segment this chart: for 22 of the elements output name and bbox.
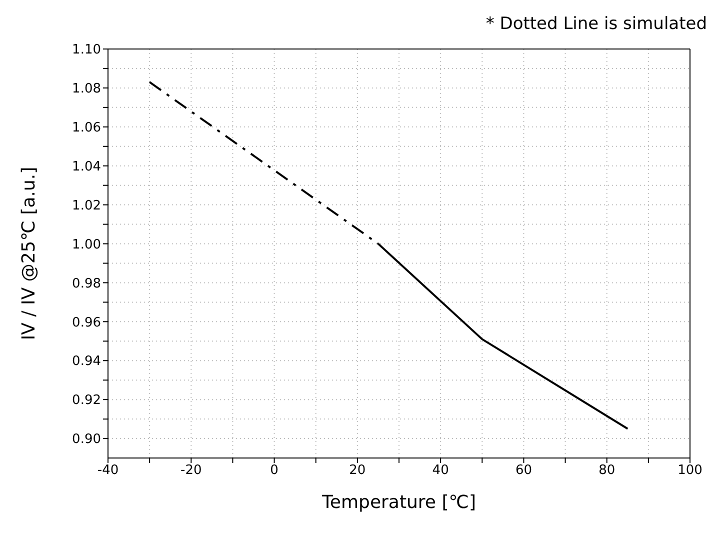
y-tick-label: 1.10 — [72, 42, 101, 58]
x-tick-label: -20 — [180, 463, 202, 478]
x-tick-label: 20 — [349, 463, 366, 478]
y-tick-label: 0.96 — [72, 315, 101, 330]
y-tick-label: 0.94 — [72, 354, 101, 370]
y-tick-label: 0.98 — [72, 276, 101, 292]
text: * Dotted Line is simulated — [486, 14, 707, 34]
x-tick-label: 80 — [598, 463, 616, 478]
x-axis-title: Temperature [℃] — [320, 492, 476, 513]
y-tick-label: 1.04 — [72, 159, 101, 174]
y-tick-label: 0.90 — [72, 432, 101, 448]
x-tick-label: 60 — [515, 463, 532, 478]
x-tick-label: -40 — [97, 463, 119, 478]
y-tick-label: 1.00 — [72, 237, 101, 252]
y-tick-label: 1.02 — [72, 198, 101, 214]
y-tick-label: 0.92 — [72, 393, 101, 408]
x-tick-label: 0 — [270, 463, 278, 478]
y-tick-label: 1.08 — [72, 82, 101, 97]
x-tick-label: 100 — [678, 463, 702, 478]
y-axis-title: IV / IV @25℃ [a.u.] — [18, 166, 40, 340]
x-tick-label: 40 — [432, 463, 449, 478]
y-tick-label: 1.06 — [72, 120, 101, 136]
